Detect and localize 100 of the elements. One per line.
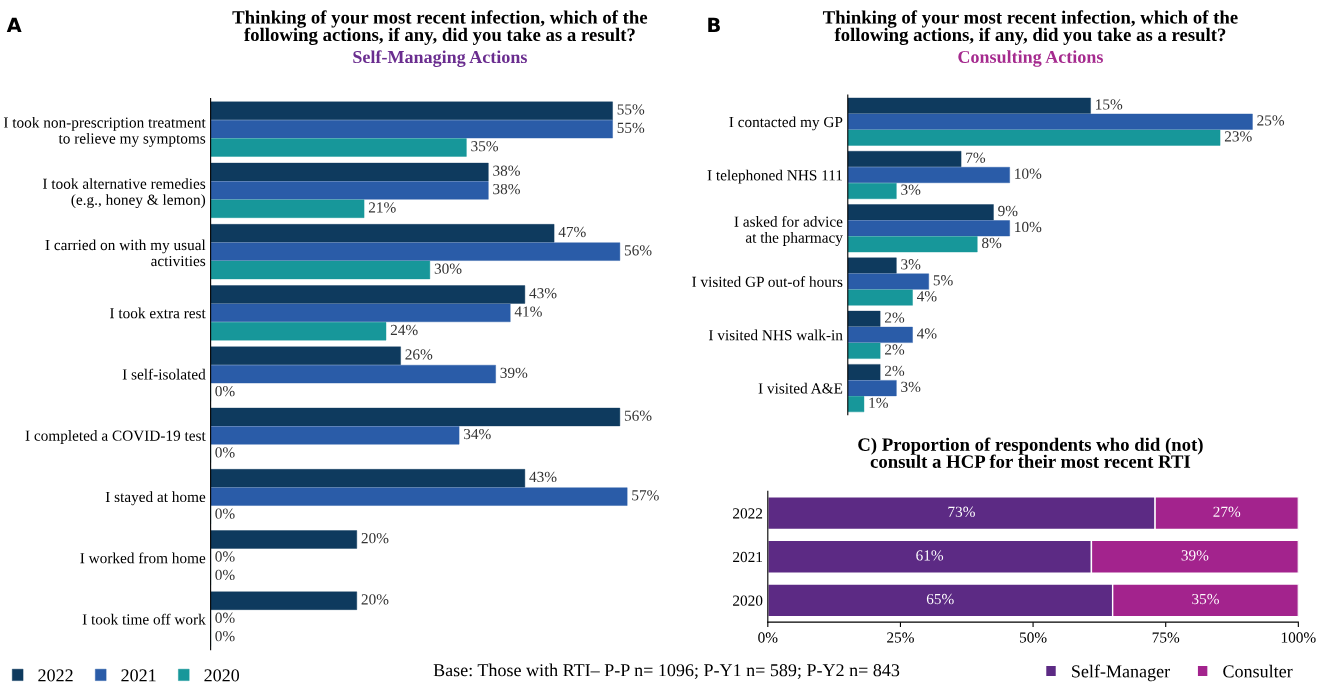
data-label: 20% xyxy=(361,594,389,605)
data-label: 35% xyxy=(471,141,499,152)
y-tick-label: I took extra rest xyxy=(110,307,206,319)
legend-label: Self-Manager xyxy=(1072,664,1170,682)
bar xyxy=(847,273,929,290)
bar xyxy=(847,326,913,343)
data-label: 35% xyxy=(1192,593,1219,605)
bar xyxy=(210,181,489,200)
bar xyxy=(847,396,865,413)
y-tick-label: I took time off work xyxy=(82,613,206,625)
data-label: 10% xyxy=(1015,221,1042,233)
bar xyxy=(210,487,628,506)
data-label: 65% xyxy=(926,593,954,605)
data-label: 38% xyxy=(493,165,520,176)
bar xyxy=(210,426,460,445)
data-label: 47% xyxy=(558,226,586,238)
y-tick-label: I took non-prescription treatment to relieve my symptoms xyxy=(3,116,206,147)
data-label: 0% xyxy=(215,569,235,581)
data-label: 56% xyxy=(624,410,652,421)
bar xyxy=(847,342,881,359)
bar xyxy=(210,365,496,384)
chart-title: Thinking of your most recent infection, which of the following actions, if any, did you take as a result? xyxy=(822,10,1238,46)
bar xyxy=(847,257,897,274)
bar xyxy=(847,167,1010,183)
bar xyxy=(847,113,1253,130)
y-tick-label: I worked from home xyxy=(80,552,206,564)
data-label: 55% xyxy=(617,104,645,115)
bar xyxy=(210,162,489,182)
data-label: 15% xyxy=(1096,99,1123,110)
bar xyxy=(210,285,526,304)
data-label: 5% xyxy=(933,275,953,286)
bar xyxy=(847,310,881,327)
data-label: 24% xyxy=(390,324,418,336)
data-label: 2% xyxy=(885,344,905,355)
bar xyxy=(210,530,357,549)
bar xyxy=(210,224,555,243)
y-tick-label: 2021 xyxy=(733,551,763,563)
bar xyxy=(210,260,431,280)
y-tick-label: I stayed at home xyxy=(105,491,206,506)
bar xyxy=(847,220,1010,237)
legend-label: Consulter xyxy=(1223,664,1293,678)
chart-subtitle: Self-Managing Actions xyxy=(353,50,527,67)
data-label: 43% xyxy=(529,288,557,299)
data-label: 56% xyxy=(624,245,652,256)
data-label: 0% xyxy=(215,508,235,519)
data-label: 57% xyxy=(632,490,659,501)
y-tick-label: 2020 xyxy=(733,595,763,606)
bar xyxy=(847,289,913,306)
chart-subtitle: Consulting Actions xyxy=(958,50,1103,67)
bar xyxy=(847,204,994,221)
data-label: 41% xyxy=(514,306,542,317)
chart-title: Thinking of your most recent infection, which of the following actions, if any, did you take as a result? xyxy=(232,10,648,46)
bar xyxy=(847,129,1221,146)
data-label: 3% xyxy=(901,184,921,195)
y-tick-label: I visited A&E xyxy=(758,382,843,394)
data-label: 3% xyxy=(901,381,921,393)
data-label: 0% xyxy=(215,447,235,458)
data-label: 1% xyxy=(869,397,888,408)
bar xyxy=(210,322,387,341)
bar xyxy=(847,380,897,397)
x-tick-label: 50% xyxy=(1019,632,1047,643)
data-label: 39% xyxy=(1181,550,1209,561)
bar xyxy=(210,303,511,322)
data-label: 0% xyxy=(215,612,235,623)
text: A xyxy=(6,17,22,32)
text: Base: Those with RTI– P-P n= 1096; P-Y1 n= 589; P-Y2 n= 843 xyxy=(433,663,900,679)
x-tick-label: 0% xyxy=(758,632,778,643)
bar xyxy=(210,101,613,120)
bar xyxy=(847,97,1091,114)
data-label: 2% xyxy=(885,312,905,323)
data-label: 0% xyxy=(215,386,235,397)
bar xyxy=(210,591,357,610)
data-label: 3% xyxy=(901,259,921,270)
data-label: 39% xyxy=(500,367,528,378)
y-tick-label: I asked for advice at the pharmacy xyxy=(734,215,843,246)
legend-label: 2020 xyxy=(204,669,240,682)
data-label: 8% xyxy=(982,237,1002,249)
data-label: 43% xyxy=(529,471,557,483)
bar xyxy=(210,346,401,365)
data-label: 38% xyxy=(493,183,520,195)
x-tick-label: 100% xyxy=(1281,632,1316,643)
text: B xyxy=(708,17,720,32)
data-label: 73% xyxy=(948,506,975,517)
bar xyxy=(847,183,897,199)
y-tick-label: I visited NHS walk-in xyxy=(708,329,843,341)
bar xyxy=(847,364,881,381)
data-label: 55% xyxy=(617,122,645,134)
y-tick-label: I carried on with my usual activities xyxy=(45,239,206,267)
data-label: 4% xyxy=(917,291,937,302)
data-label: 26% xyxy=(405,349,433,360)
data-label: 34% xyxy=(463,428,491,440)
data-label: 61% xyxy=(916,550,944,561)
data-label: 10% xyxy=(1015,168,1042,179)
bar xyxy=(210,242,621,261)
data-label: 4% xyxy=(917,328,937,339)
data-label: 20% xyxy=(361,533,389,544)
y-tick-label: I contacted my GP xyxy=(729,116,843,131)
y-tick-label: I telephoned NHS 111 xyxy=(707,169,843,184)
chart-title: C) Proportion of respondents who did (not) consult a HCP for their most recent RTI xyxy=(858,437,1203,468)
data-label: 0% xyxy=(215,551,235,562)
